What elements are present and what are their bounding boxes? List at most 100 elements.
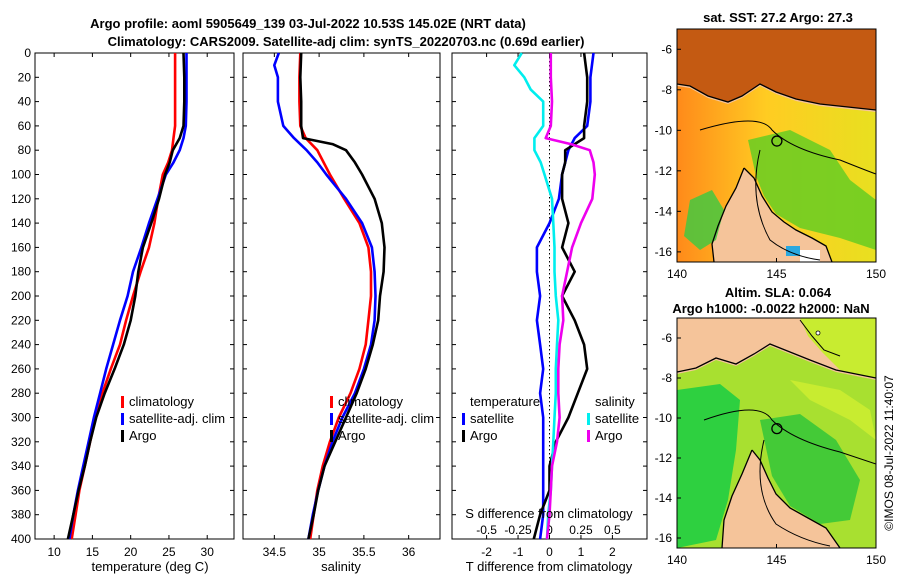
- lat-tick-label: -10: [655, 123, 673, 137]
- island: [815, 330, 821, 336]
- sst-cool-region: [684, 190, 724, 250]
- sst-map-title: sat. SST: 27.2 Argo: 27.3: [703, 10, 853, 25]
- x-tick-label: 25: [162, 545, 176, 559]
- x-tick-label: 35.5: [352, 545, 376, 559]
- lat-tick-label: -8: [661, 83, 672, 97]
- salinity-legend: climatology satellite-adj. clim Argo: [330, 394, 434, 443]
- series-line-satellite-adj-clim: [272, 52, 377, 540]
- y-tick-label: 180: [11, 265, 31, 279]
- legend-swatch-argo: [330, 430, 333, 442]
- y-tick-label: 260: [11, 362, 31, 376]
- series-line-t-satellite: [535, 52, 595, 540]
- legend-swatch-argo: [121, 430, 124, 442]
- legend-swatch-s-argo: [587, 430, 590, 442]
- lat-tick-label: -10: [655, 411, 673, 425]
- sla-low-region: [760, 414, 860, 524]
- argo-position-marker: [771, 135, 783, 147]
- legend-label-argo: Argo: [129, 428, 156, 443]
- series-line-argo: [66, 52, 186, 540]
- series-line-climatology: [298, 52, 373, 540]
- y-tick-label: 100: [11, 168, 31, 182]
- x-tick-label: 20: [124, 545, 138, 559]
- x-tick-label: 0: [546, 545, 553, 559]
- depth-contour: [755, 149, 821, 261]
- y-tick-label: 360: [11, 483, 31, 497]
- lon-tick-label: 150: [866, 553, 886, 567]
- series-line-satellite-adj-clim: [68, 53, 188, 540]
- s-diff-tick-label: -0.5: [476, 523, 497, 537]
- lat-tick-label: -12: [655, 451, 673, 465]
- depth-contour: [703, 409, 876, 465]
- sla-map-title-line-1: Altim. SLA: 0.064: [725, 285, 832, 300]
- difference-s-xlabel: S difference from climatology: [465, 506, 633, 521]
- x-tick-label: 2: [609, 545, 616, 559]
- lon-tick-label: 145: [766, 553, 786, 567]
- x-tick-label: 34.5: [263, 545, 287, 559]
- coastline-cape-york: [711, 167, 745, 262]
- figure-title-line-2: Climatology: CARS2009. Satellite-adj cli…: [108, 34, 585, 49]
- x-tick-label: -2: [481, 545, 492, 559]
- y-tick-label: 200: [11, 289, 31, 303]
- legend-swatch-climatology: [330, 396, 333, 408]
- y-tick-label: 40: [18, 95, 32, 109]
- depth-contour: [799, 319, 841, 357]
- lat-tick-label: -6: [661, 42, 672, 56]
- legend-label-s-satellite: satellite: [595, 411, 639, 426]
- sla-map-title-line-2: Argo h1000: -0.0022 h2000: NaN: [672, 301, 869, 316]
- figure-title-line-1: Argo profile: aoml 5905649_139 03-Jul-20…: [90, 16, 526, 31]
- difference-xlabel: T difference from climatology: [466, 559, 633, 574]
- y-tick-label: 60: [18, 119, 32, 133]
- y-tick-label: 80: [18, 143, 32, 157]
- legend-label-climatology: climatology: [338, 394, 404, 409]
- x-tick-label: -1: [513, 545, 524, 559]
- s-diff-tick-label: 0.25: [569, 523, 593, 537]
- temperature-legend: climatology satellite-adj. clim Argo: [121, 394, 225, 443]
- lon-tick-label: 140: [667, 553, 687, 567]
- coastline-north: [677, 83, 876, 111]
- y-tick-label: 140: [11, 216, 31, 230]
- y-tick-label: 220: [11, 313, 31, 327]
- temperature-profile-panel: 0 20 40 60 80 100 120 140 160 180 200 220 240 260 280 3…: [11, 46, 235, 559]
- no-data-patch: [800, 250, 820, 262]
- coastline-cape-york: [721, 449, 753, 548]
- s-diff-tick-label: -0.25: [504, 523, 532, 537]
- y-tick-label: 400: [11, 532, 31, 546]
- lon-tick-label: 145: [766, 267, 786, 281]
- coastline-reef: [743, 167, 833, 262]
- y-tick-label: 240: [11, 338, 31, 352]
- x-tick-label: 15: [86, 545, 100, 559]
- legend-label-s-argo: Argo: [595, 428, 622, 443]
- legend-swatch-t-satellite: [462, 413, 465, 425]
- x-tick-label: 1: [578, 545, 585, 559]
- x-tick-label: 10: [47, 545, 61, 559]
- series-line-s-argo: [544, 53, 597, 540]
- lat-tick-label: -16: [655, 531, 673, 545]
- legend-label-t-satellite: satellite: [470, 411, 514, 426]
- series-line-climatology: [70, 53, 177, 540]
- y-tick-label: 320: [11, 435, 31, 449]
- sla-high-region: [790, 380, 876, 440]
- salinity-profile-panel: 34.5 35 35.5 36: [242, 52, 441, 559]
- legend-label-satellite-adj: satellite-adj. clim: [338, 411, 434, 426]
- lat-tick-label: -6: [661, 331, 672, 345]
- lon-tick-label: 140: [667, 267, 687, 281]
- coastline-reef: [751, 449, 841, 548]
- lon-tick-label: 150: [866, 267, 886, 281]
- legend-swatch-climatology: [121, 396, 124, 408]
- legend-title-temperature: temperature: [470, 394, 540, 409]
- argo-position-marker: [771, 422, 783, 435]
- coastline-north: [677, 343, 876, 379]
- x-tick-label: 36: [402, 545, 416, 559]
- sla-map: [677, 318, 876, 548]
- salinity-axes-frame: [242, 52, 441, 540]
- sst-cool-region: [748, 130, 876, 250]
- sst-cold-patch: [786, 246, 800, 256]
- temperature-xlabel: temperature (deg C): [91, 559, 208, 574]
- legend-label-satellite-adj: satellite-adj. clim: [129, 411, 225, 426]
- x-tick-label: 30: [201, 545, 215, 559]
- sla-low-region: [677, 384, 740, 548]
- legend-swatch-satellite-adj: [121, 413, 124, 425]
- copyright-timestamp: ©IMOS 08-Jul-2022 11:40:07: [882, 375, 896, 531]
